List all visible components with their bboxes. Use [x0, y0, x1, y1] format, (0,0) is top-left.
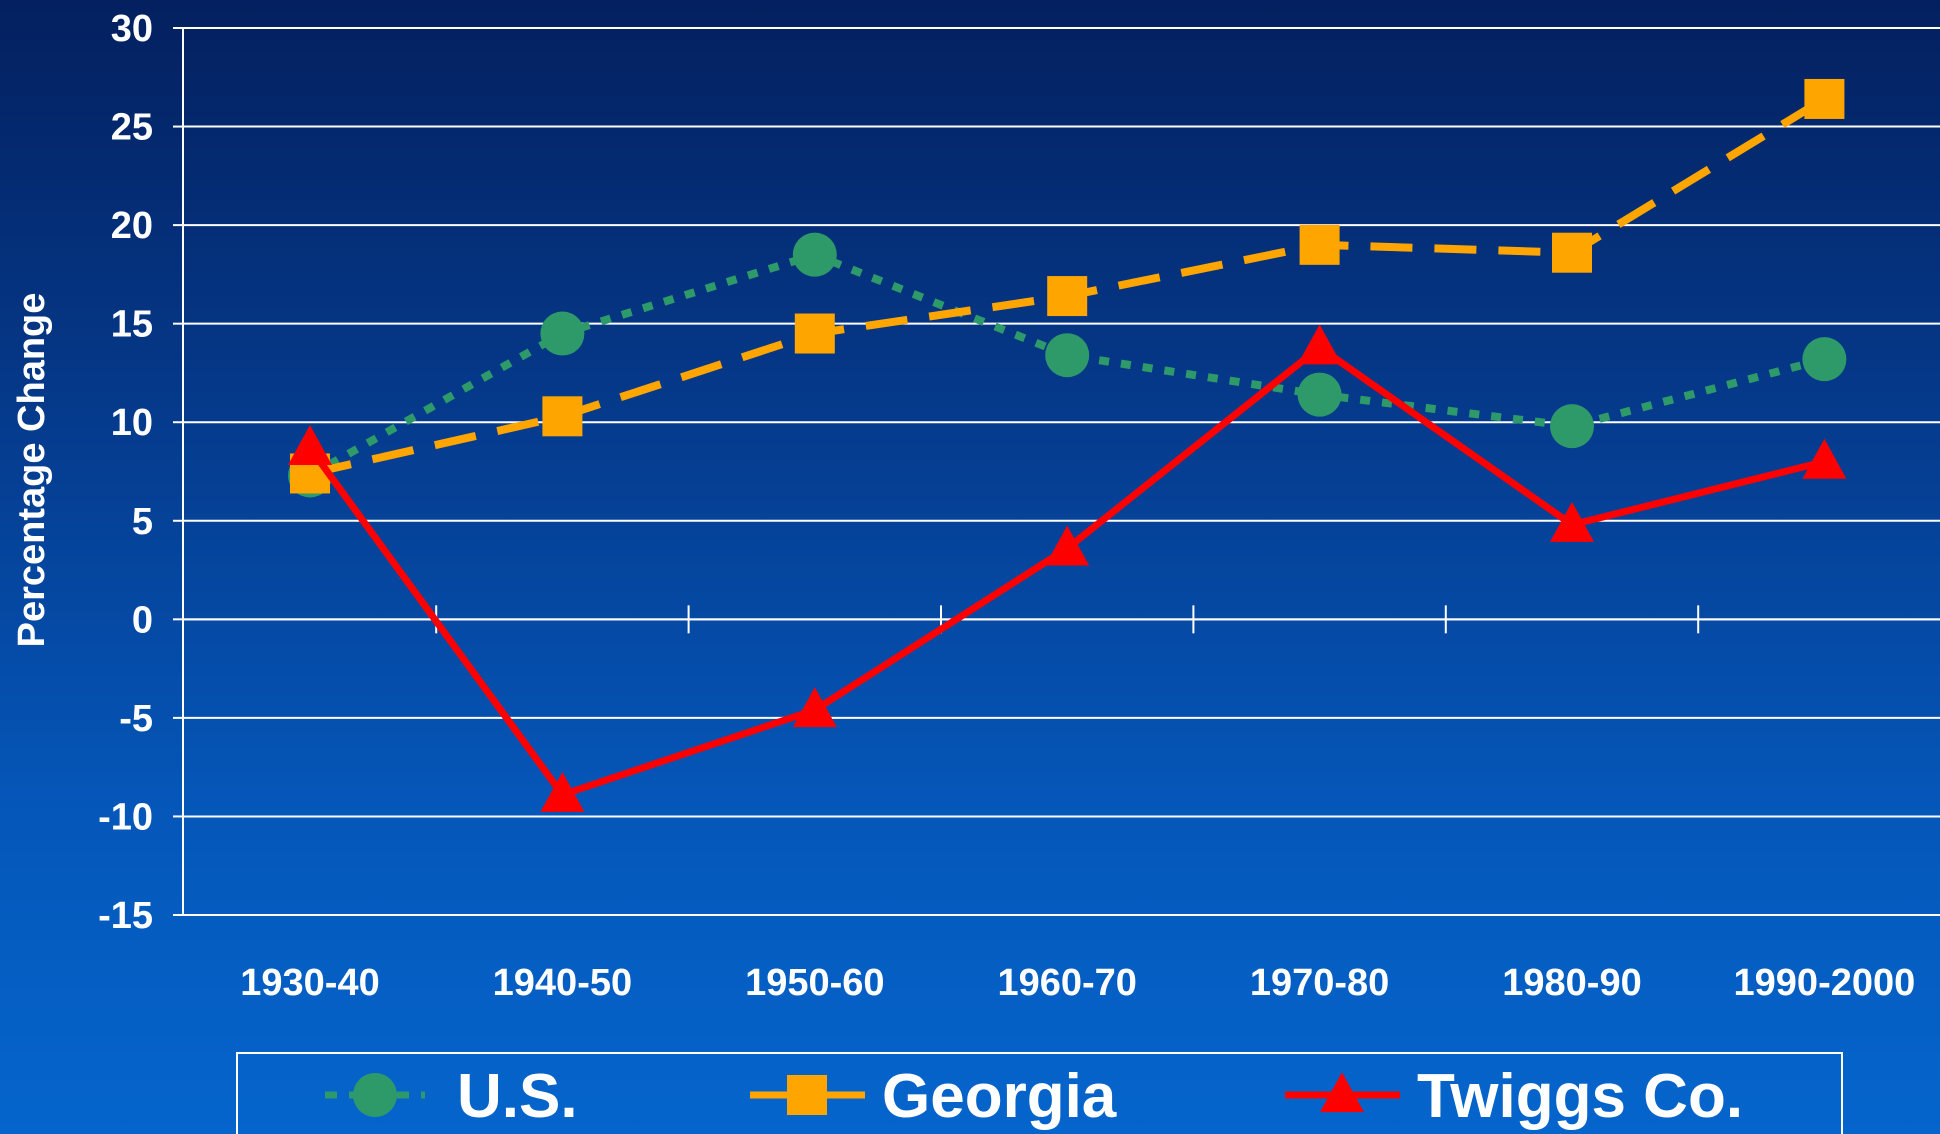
legend-item: Twiggs Co. — [1285, 1062, 1743, 1131]
data-point — [1802, 337, 1847, 382]
y-tick-label: -10 — [98, 796, 153, 838]
series-georgia — [290, 78, 1845, 494]
y-tick-label: 15 — [111, 304, 153, 346]
y-tick-label: 10 — [111, 402, 153, 444]
data-point — [1045, 333, 1090, 378]
data-point — [794, 313, 835, 354]
y-tick-label: 30 — [111, 8, 153, 50]
x-tick-label: 1930-40 — [240, 962, 379, 1004]
data-point — [1047, 276, 1088, 317]
legend-item: Georgia — [750, 1062, 1117, 1131]
data-point — [353, 1073, 397, 1117]
y-tick-label: -15 — [98, 895, 153, 937]
data-point — [1299, 224, 1340, 265]
data-point — [542, 396, 583, 437]
series-line — [307, 342, 1826, 799]
data-point — [1550, 404, 1594, 449]
series-u-s — [288, 232, 1847, 498]
y-tick-label: -5 — [119, 698, 153, 740]
data-point — [288, 425, 332, 465]
y-tick-label: 5 — [132, 501, 153, 543]
data-point — [1802, 438, 1847, 479]
data-point — [792, 687, 837, 728]
data-point — [1045, 525, 1090, 566]
y-tick-label: 0 — [132, 599, 153, 641]
data-point — [1320, 1072, 1364, 1113]
data-point — [787, 1075, 827, 1115]
data-point — [1550, 501, 1594, 542]
series-twiggs-co — [288, 324, 1847, 812]
legend-box — [236, 1052, 1843, 1134]
data-point — [1297, 324, 1342, 365]
x-tick-label: 1960-70 — [997, 962, 1136, 1004]
legend: U.S. Georgia Twiggs Co. — [236, 1052, 1843, 1134]
axes — [182, 28, 1940, 915]
data-point — [540, 311, 585, 356]
y-tick-label: 20 — [111, 205, 153, 247]
data-point — [1552, 232, 1592, 273]
x-tick-labels: 1930-40 1940-50 1950-60 1960-70 1970-80 1980-… — [240, 962, 1915, 1004]
y-axis-label: Percentage Change — [11, 293, 53, 648]
gridlines — [173, 27, 1940, 916]
y-tick-label: 25 — [111, 107, 153, 149]
series-layer — [288, 78, 1847, 812]
legend-label: U.S. — [457, 1062, 578, 1131]
y-tick-labels: 30 25 20 15 10 5 0 -5 -10 -15 — [98, 8, 153, 937]
x-tick-label: 1950-60 — [745, 962, 884, 1004]
legend-label: Georgia — [882, 1062, 1117, 1131]
data-point — [1804, 78, 1845, 119]
data-point — [1297, 372, 1342, 417]
legend-item: U.S. — [325, 1062, 578, 1131]
data-point — [792, 232, 837, 277]
x-tick-label: 1970-80 — [1250, 962, 1389, 1004]
x-tick-label: 1940-50 — [493, 962, 632, 1004]
x-tick-label: 1990-2000 — [1734, 962, 1916, 1004]
x-tick-label: 1980-90 — [1502, 962, 1641, 1004]
legend-label: Twiggs Co. — [1417, 1062, 1743, 1131]
data-point — [540, 771, 585, 812]
